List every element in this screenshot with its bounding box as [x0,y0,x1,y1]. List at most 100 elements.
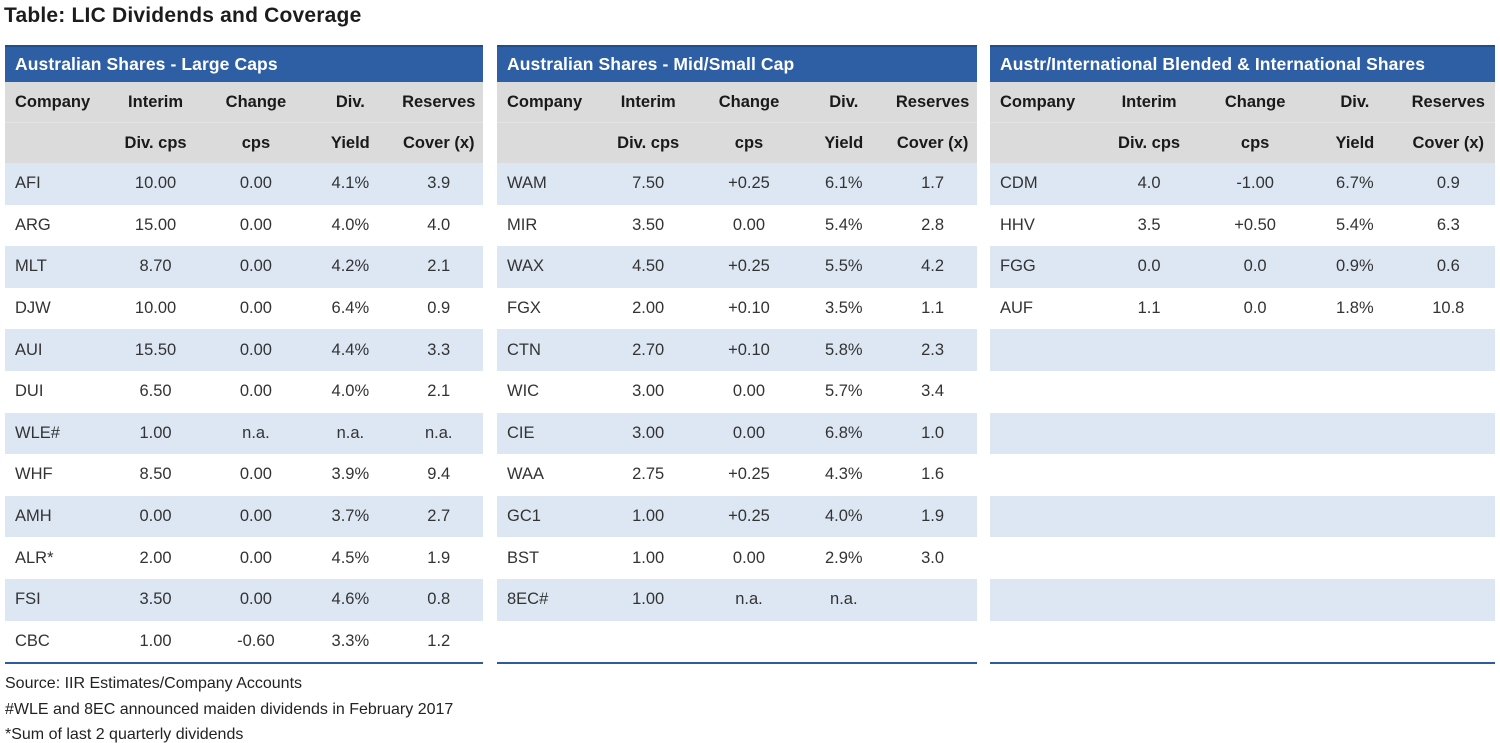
page-title: Table: LIC Dividends and Coverage [4,4,362,27]
empty-cell [888,621,977,664]
table-row: AMH 0.00 0.00 3.7% 2.7 [5,495,483,538]
value-cell: 3.50 [632,215,665,234]
empty-cell [1096,579,1202,621]
column-header-row-2: Div. cps cps Yield Cover (x) [497,122,977,163]
company-cell: CIE [507,423,535,442]
empty-cell [1202,413,1308,455]
company-cell: DJW [15,299,51,318]
empty-cell [990,454,1096,496]
column-header-interim: Interim [105,82,206,123]
empty-cell [1402,371,1495,413]
table-row: ALR* 2.00 0.00 4.5% 1.9 [5,537,483,579]
column-header-blank [990,122,1097,163]
footnotes: Source: IIR Estimates/Company Accounts #… [5,671,1500,743]
value-cell: 1.1 [1137,299,1161,318]
table-row: FGG 0.0 0.0 0.9% 0.6 [990,246,1495,288]
value-cell: +0.25 [728,507,770,526]
value-cell: 5.4% [1336,215,1374,234]
column-header-row-1: Company Interim Change Div. Reserves [497,82,977,123]
value-cell: 8.70 [139,257,172,276]
value-cell: +0.10 [728,340,770,359]
value-cell: 1.0 [921,423,945,442]
column-header-div: Div. [306,82,395,123]
value-cell: 4.3% [824,465,863,484]
value-cell: n.a. [425,423,453,442]
company-cell: 8EC# [507,590,549,609]
value-cell: 3.00 [632,382,665,401]
company-cell: MIR [507,215,538,234]
column-header-cover-x: Cover (x) [1401,122,1495,163]
value-cell: 3.5 [1137,215,1161,234]
company-cell: MLT [15,257,47,276]
table-row: CIE 3.00 0.00 6.8% 1.0 [497,412,977,455]
section-header-blended-international: Austr/International Blended & Internatio… [990,45,1495,82]
value-cell: 3.9% [331,465,370,484]
value-cell: 2.00 [139,548,172,567]
value-cell: 0.00 [239,548,272,567]
company-cell: ARG [15,215,51,234]
section-header-row: Austr/International Blended & Internatio… [990,45,1495,82]
value-cell: 1.00 [139,423,172,442]
value-cell: 3.50 [139,590,172,609]
value-cell: 4.0% [331,382,370,401]
column-header-row-1: Company Interim Change Div. Reserves [990,82,1495,123]
table-row: WLE# 1.00 n.a. n.a. n.a. [5,412,483,455]
empty-cell [1402,413,1495,455]
empty-cell [1308,413,1401,455]
empty-cell [1096,621,1202,664]
empty-cell [1308,454,1401,496]
value-cell: 4.5% [331,548,370,567]
value-cell: 4.2% [331,257,370,276]
value-cell: 1.1 [921,299,945,318]
value-cell: 5.5% [824,257,863,276]
company-cell: AUI [15,340,43,359]
value-cell: 3.3% [331,631,370,650]
empty-cell [1202,371,1308,413]
empty-row [990,620,1495,664]
company-cell: HHV [1000,215,1035,234]
column-header-company: Company [990,82,1097,123]
value-cell: 5.7% [824,382,863,401]
table-row: WAM 7.50 +0.25 6.1% 1.7 [497,163,977,205]
value-cell: 0.00 [239,257,272,276]
value-cell: 10.00 [134,299,177,318]
value-cell: +0.25 [728,465,770,484]
table-row: FSI 3.50 0.00 4.6% 0.8 [5,578,483,621]
footnote-quarterly-sum: *Sum of last 2 quarterly dividends [5,726,244,743]
value-cell: -0.60 [237,631,275,650]
company-cell: FSI [15,590,41,609]
company-cell: WAX [507,257,544,276]
table-row: GC1 1.00 +0.25 4.0% 1.9 [497,495,977,538]
value-cell: 0.00 [732,548,766,567]
value-cell: 15.00 [134,215,177,234]
table-mid-small-cap: Australian Shares - Mid/Small Cap Compan… [497,45,977,665]
empty-cell [699,621,800,664]
column-header-row-2: Div. cps cps Yield Cover (x) [5,122,483,163]
column-header-company: Company [497,82,598,123]
empty-cell [1096,371,1202,413]
value-cell: 9.4 [427,465,451,484]
value-cell: 4.0% [824,507,863,526]
column-header-cover-x: Cover (x) [888,122,977,163]
value-cell: 0.9 [1436,174,1460,193]
empty-row [990,329,1495,371]
value-cell: 2.9% [824,548,863,567]
value-cell: 2.8 [921,215,945,234]
table-row: WIC 3.00 0.00 5.7% 3.4 [497,370,977,413]
value-cell: 0.00 [732,382,766,401]
value-cell: 2.70 [632,340,665,359]
value-cell: 0.00 [239,507,272,526]
empty-cell [1202,454,1308,496]
value-cell: 3.5% [824,299,863,318]
value-cell: 2.7 [427,507,451,526]
value-cell: 0.6 [1436,257,1460,276]
table-row: WAX 4.50 +0.25 5.5% 4.2 [497,246,977,288]
empty-cell [1308,621,1401,664]
empty-cell [1308,579,1401,621]
value-cell: 1.8% [1336,299,1374,318]
company-cell: ALR* [15,548,54,567]
table-body-blended-international: CDM 4.0 -1.00 6.7% 0.9 HHV 3.5 +0.50 5.4% 6.3 FGG 0… [990,163,1495,664]
empty-cell [1096,496,1202,538]
value-cell: 0.9% [1336,257,1374,276]
value-cell: 4.50 [632,257,665,276]
